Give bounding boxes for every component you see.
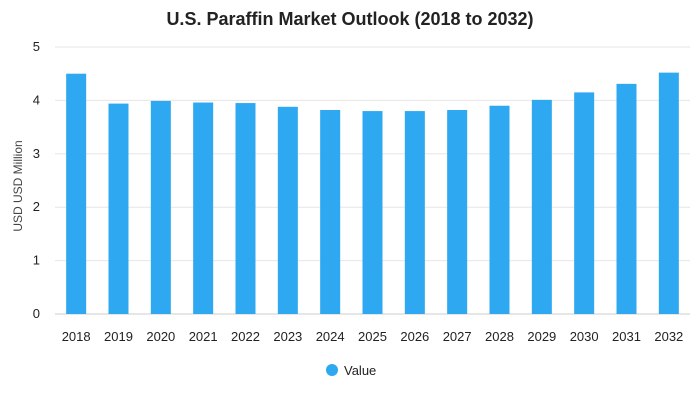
bar[interactable]: [277, 106, 298, 314]
x-tick-label: 2027: [443, 329, 472, 344]
chart-title: U.S. Paraffin Market Outlook (2018 to 20…: [166, 9, 534, 29]
y-axis-label: USD USD Million: [11, 140, 25, 231]
bar[interactable]: [447, 110, 468, 315]
y-tick-label: 5: [33, 39, 40, 54]
bar[interactable]: [362, 111, 383, 314]
x-tick-label: 2021: [189, 329, 218, 344]
bar[interactable]: [531, 99, 552, 314]
bar[interactable]: [150, 100, 171, 315]
bar[interactable]: [616, 83, 637, 314]
bar[interactable]: [108, 103, 129, 314]
x-tick-label: 2030: [570, 329, 599, 344]
y-axis-ticks: 0 1 2 3 4 5: [33, 39, 40, 321]
x-tick-label: 2019: [104, 329, 133, 344]
bar[interactable]: [404, 111, 425, 314]
y-tick-label: 2: [33, 199, 40, 214]
x-tick-label: 2032: [654, 329, 683, 344]
y-tick-label: 3: [33, 146, 40, 161]
bar[interactable]: [235, 103, 256, 314]
x-tick-label: 2026: [400, 329, 429, 344]
x-tick-label: 2029: [527, 329, 556, 344]
y-tick-label: 4: [33, 92, 40, 107]
legend-marker: [326, 364, 338, 376]
bar[interactable]: [193, 102, 214, 314]
x-tick-label: 2025: [358, 329, 387, 344]
bar[interactable]: [574, 92, 595, 314]
legend-label: Value: [344, 363, 376, 378]
x-tick-label: 2031: [612, 329, 641, 344]
legend[interactable]: Value: [326, 363, 376, 378]
bar[interactable]: [66, 73, 87, 314]
x-tick-label: 2018: [62, 329, 91, 344]
bar[interactable]: [658, 72, 679, 314]
bar[interactable]: [489, 105, 510, 315]
bar[interactable]: [320, 110, 341, 315]
y-tick-label: 0: [33, 306, 40, 321]
y-tick-label: 1: [33, 253, 40, 268]
x-tick-label: 2024: [316, 329, 345, 344]
x-tick-label: 2023: [273, 329, 302, 344]
x-tick-label: 2028: [485, 329, 514, 344]
x-tick-label: 2022: [231, 329, 260, 344]
bars: [66, 72, 679, 315]
x-axis-ticks: 2018 2019 2020 2021 2022 2023 2024 2025 2026 2027…: [62, 329, 684, 344]
x-tick-label: 2020: [146, 329, 175, 344]
